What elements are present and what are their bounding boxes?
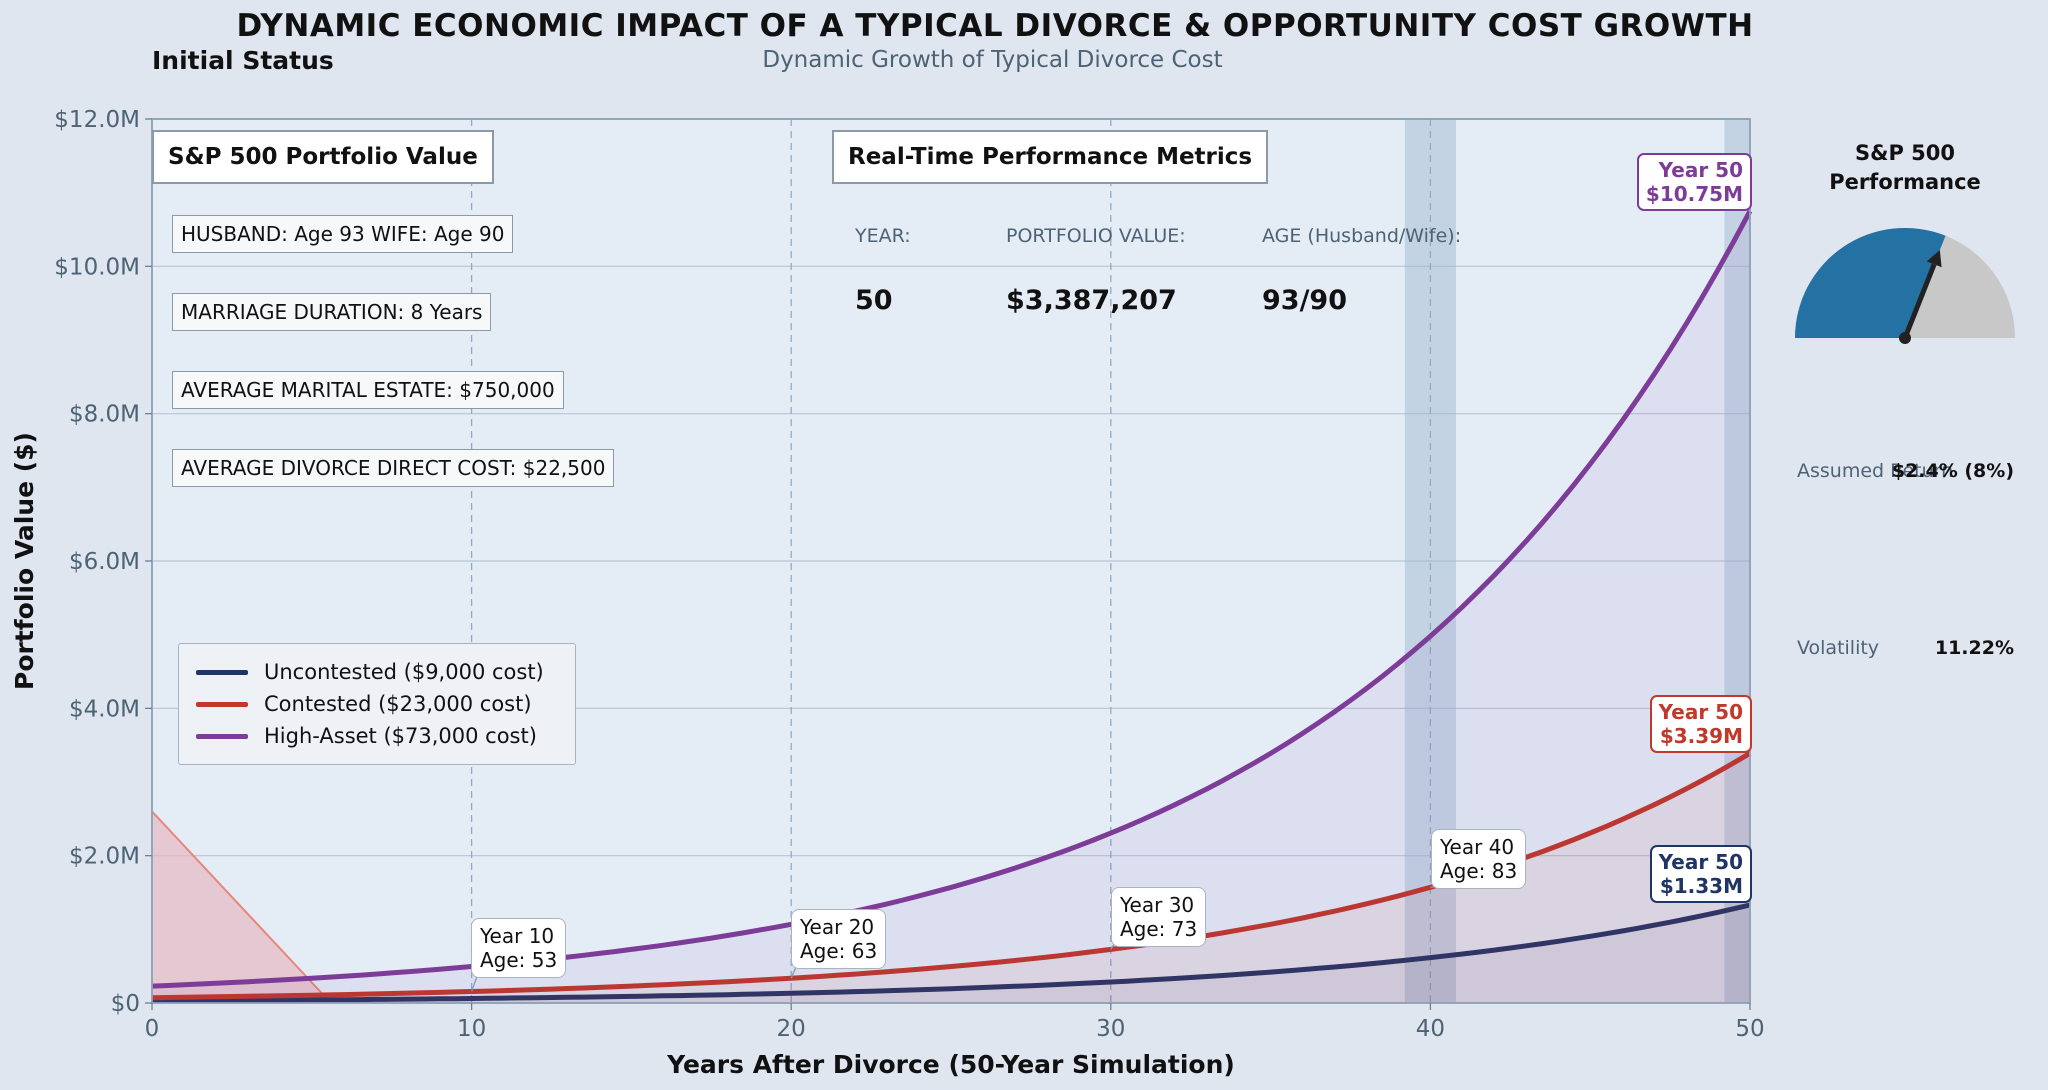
legend-item-high-asset: High-Asset ($73,000 cost): [196, 724, 537, 748]
gauge-title-line2: Performance: [1829, 170, 1981, 194]
legend-item-contested: Contested ($23,000 cost): [196, 692, 532, 716]
y-tick-label-5: $10.0M: [54, 254, 140, 280]
y-tick-label-2: $4.0M: [69, 696, 140, 722]
y-tick-label-4: $8.0M: [69, 402, 140, 428]
endlabel-contested: Year 50 $3.39M: [1649, 695, 1752, 753]
x-tick-label-1: 10: [457, 1016, 486, 1042]
legend-item-uncontested: Uncontested ($9,000 cost): [196, 660, 544, 684]
info-marital-estate: AVERAGE MARITAL ESTATE: $750,000: [172, 371, 564, 409]
endlabel-uncontested-value: $1.33M: [1659, 874, 1743, 898]
endlabel-uncontested: Year 50 $1.33M: [1649, 845, 1752, 903]
x-axis-label: Years After Divorce (50-Year Simulation): [666, 1050, 1235, 1079]
legend-label-uncontested: Uncontested ($9,000 cost): [264, 660, 544, 684]
gauge-fill: [1795, 227, 1946, 338]
assumed-return-label: Assumed Return: [1797, 460, 1954, 482]
callout-year-20-age: Age: 63: [800, 939, 878, 963]
y-tick-label-6: $12.0M: [54, 107, 140, 133]
endlabel-contested-value: $3.39M: [1659, 724, 1743, 748]
volatility-label: Volatility: [1797, 637, 1880, 659]
gauge-title-line1: S&P 500: [1855, 141, 1955, 165]
series-area-uncontested: [152, 905, 1750, 1003]
metric-age-label: AGE (Husband/Wife):: [1262, 225, 1462, 247]
metric-portfolio-label: PORTFOLIO VALUE:: [1006, 225, 1186, 247]
metric-year-label: YEAR:: [855, 225, 911, 247]
metric-age-value: 93/90: [1262, 285, 1348, 316]
y-tick-label-3: $6.0M: [69, 549, 140, 575]
metric-year-value: 50: [855, 285, 893, 316]
gauge-svg: [1795, 227, 2015, 344]
series-line-high_asset: [151, 209, 1753, 989]
callout-year-10: Year 10 Age: 53: [471, 918, 567, 978]
chart-subtitle: Dynamic Growth of Typical Divorce Cost: [762, 47, 1223, 73]
endlabel-high-asset-value: $10.75M: [1645, 182, 1743, 206]
gauge-hub-icon: [1899, 332, 1911, 344]
metric-portfolio-value: $3,387,207: [1006, 285, 1177, 316]
legend-label-contested: Contested ($23,000 cost): [264, 692, 532, 716]
series-area-contested: [152, 753, 1750, 1003]
legend-swatch-uncontested: [196, 669, 248, 675]
gauge-title: S&P 500 Performance: [1785, 139, 2025, 197]
endlabel-high-asset: Year 50 $10.75M: [1636, 153, 1752, 211]
callout-year-30: Year 30 Age: 73: [1111, 887, 1207, 947]
series-area-high_asset: [152, 211, 1750, 1004]
x-tick-label-4: 40: [1416, 1016, 1445, 1042]
early-cost-region-edge: [151, 810, 332, 1004]
legend-swatch-high-asset: [196, 733, 248, 739]
x-tick-label-5: 50: [1735, 1016, 1764, 1042]
callout-year-20-year: Year 20: [800, 915, 875, 939]
gauge-needle-icon: [1902, 263, 1937, 339]
chart-title: DYNAMIC ECONOMIC IMPACT OF A TYPICAL DIV…: [236, 8, 1754, 44]
info-ages: HUSBAND: Age 93 WIFE: Age 90: [172, 215, 514, 253]
callout-year-30-year: Year 30: [1120, 893, 1195, 917]
callout-year-40-year: Year 40: [1440, 835, 1515, 859]
assumed-return-value: $2.4% (8%): [1891, 460, 2014, 482]
legend-swatch-contested: [196, 701, 248, 707]
endlabel-contested-year: Year 50: [1658, 700, 1743, 724]
info-divorce-cost: AVERAGE DIVORCE DIRECT COST: $22,500: [172, 449, 615, 487]
callout-year-20: Year 20 Age: 63: [791, 909, 887, 969]
series-line-uncontested: [151, 902, 1751, 1004]
y-tick-label-1: $2.0M: [69, 844, 140, 870]
metrics-panel-title: Real-Time Performance Metrics: [832, 130, 1269, 184]
callout-year-30-age: Age: 73: [1120, 917, 1198, 941]
x-tick-label-0: 0: [145, 1016, 160, 1042]
callout-year-10-year: Year 10: [480, 924, 555, 948]
gauge-needle-tip-icon: [1926, 250, 1942, 268]
callout-year-40: Year 40 Age: 83: [1431, 829, 1527, 889]
endlabel-high-asset-year: Year 50: [1658, 158, 1743, 182]
x-tick-label-3: 30: [1096, 1016, 1125, 1042]
y-tick-label-0: $0: [111, 991, 140, 1017]
chart-legend: Uncontested ($9,000 cost) Contested ($23…: [178, 643, 576, 765]
volatility-value: 11.22%: [1934, 637, 2014, 659]
legend-label-high-asset: High-Asset ($73,000 cost): [264, 724, 537, 748]
endlabel-uncontested-year: Year 50: [1658, 850, 1743, 874]
status-label: Initial Status: [152, 46, 334, 75]
portfolio-panel-title: S&P 500 Portfolio Value: [152, 130, 494, 184]
y-axis-label: Portfolio Value ($): [10, 432, 39, 690]
callout-year-40-age: Age: 83: [1440, 859, 1518, 883]
x-tick-label-2: 20: [777, 1016, 806, 1042]
callout-year-10-age: Age: 53: [480, 948, 558, 972]
info-marriage-duration: MARRIAGE DURATION: 8 Years: [172, 293, 492, 331]
